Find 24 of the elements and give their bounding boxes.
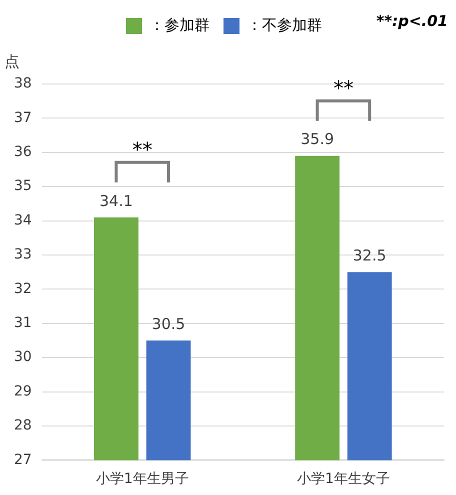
annotation: ** [333, 76, 354, 100]
data-label: 35.9 [300, 130, 334, 148]
data-label: 30.5 [152, 314, 186, 333]
y-tick-label: 31 [14, 315, 32, 332]
y-tick-label: 37 [14, 110, 32, 126]
y-tick-label: 38 [14, 76, 32, 92]
data-label: 34.1 [100, 192, 133, 210]
y-tick-label: 29 [14, 383, 32, 400]
y-tick-label: 34 [14, 212, 32, 228]
legend-label: ：不参加群 [247, 16, 322, 34]
x-tick-label: 小学1年生男子 [96, 471, 189, 488]
annotation: ** [132, 137, 152, 162]
y-tick-label: 36 [14, 144, 32, 160]
y-tick-label: 33 [14, 246, 32, 263]
text: **:p<.01 [376, 12, 448, 30]
x-tick-label: 小学1年生女子 [296, 471, 390, 488]
y-tick-label: 30 [14, 349, 32, 366]
y-tick-label: 28 [14, 418, 32, 434]
y-axis-title: 点 [4, 52, 20, 70]
legend-label: ：参加群 [150, 16, 210, 34]
y-tick-label: 32 [14, 280, 32, 297]
data-label: 32.5 [352, 246, 386, 264]
y-tick-label: 35 [14, 178, 32, 194]
y-tick-label: 27 [14, 452, 32, 468]
